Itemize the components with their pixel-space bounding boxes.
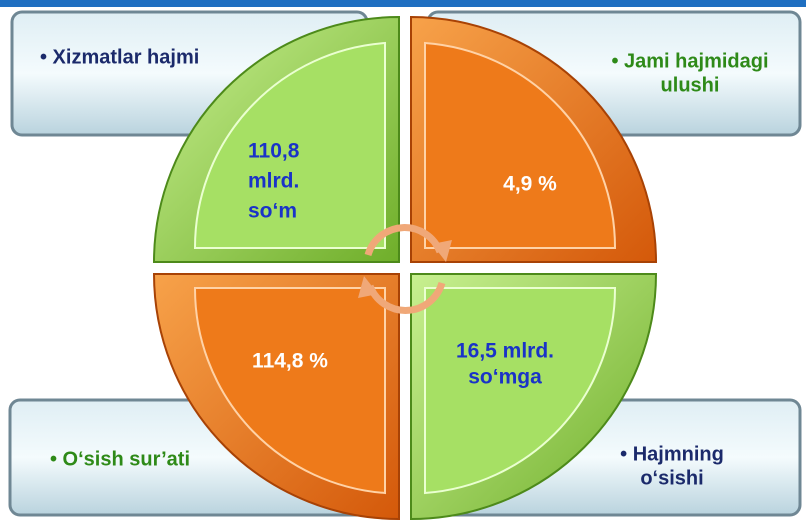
quadrant-value: 16,5 mlrd.: [456, 340, 554, 363]
quadrant-value: mlrd.: [248, 170, 299, 193]
quadrant-label: • Jami hajmidagi: [611, 50, 768, 72]
arrow-head: [432, 240, 452, 262]
quadrant-inner: [193, 287, 386, 495]
quadrant-label: • O‘sish sur’ati: [50, 448, 190, 470]
quadrant-inner: [424, 41, 617, 249]
quadrant-value: 114,8 %: [252, 350, 328, 373]
quadrant-label: • Xizmatlar hajmi: [40, 46, 199, 68]
arrow-head: [358, 276, 378, 298]
top-bar: [0, 0, 806, 7]
quadrant-label: ulushi: [661, 74, 720, 96]
arrow: [364, 224, 444, 257]
quadrant-value: so‘mga: [468, 366, 542, 389]
quadrant-label: o‘sishi: [640, 467, 703, 489]
quadrants: [152, 15, 658, 520]
cycle-arrows: [358, 224, 452, 314]
quadrant-value: 4,9 %: [503, 173, 557, 196]
quadrant-inner: [193, 41, 386, 249]
quadrant-value: so‘m: [248, 200, 297, 223]
texts: • Xizmatlar hajmi 110,8 mlrd. so‘m • Jami ha…: [40, 46, 769, 489]
quadrant-value: 110,8: [248, 140, 300, 163]
arrow: [366, 281, 446, 314]
quadrant-inner: [424, 287, 617, 495]
quadrant-label: • Hajmning: [620, 443, 724, 465]
